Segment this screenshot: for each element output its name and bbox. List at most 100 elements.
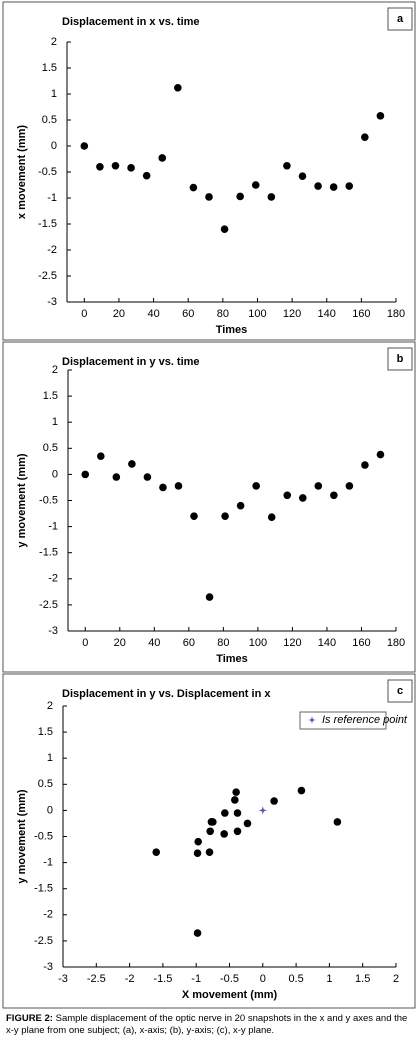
y-tick-label: 1.5: [38, 726, 53, 738]
chart-title: Displacement in y vs. Displacement in x: [62, 688, 271, 700]
y-tick-label: 0: [51, 140, 57, 152]
y-tick-label: -3: [47, 296, 57, 308]
point: [221, 809, 229, 817]
x-tick-label: 180: [387, 308, 405, 320]
point: [174, 482, 183, 490]
x-tick-label: -0.5: [220, 973, 239, 985]
x-tick-label: 0.5: [288, 973, 303, 985]
x-axis-label: X movement (mm): [182, 989, 278, 1001]
y-tick-label: 1: [51, 88, 57, 100]
point: [252, 482, 260, 490]
point: [267, 193, 276, 201]
legend-marker: [308, 716, 316, 724]
caption: FIGURE 2: Sample displacement of the opt…: [6, 1013, 414, 1037]
point: [81, 470, 90, 479]
y-tick-label: 1.5: [42, 62, 57, 74]
point: [159, 483, 167, 492]
panel-label-box: [387, 347, 413, 371]
point: [194, 837, 202, 846]
legend-label: Is reference point: [322, 714, 408, 726]
panel-label: b: [397, 353, 404, 365]
y-tick-label: -0.5: [39, 494, 58, 506]
y-tick-label: -1: [43, 857, 53, 869]
x-tick-label: 80: [217, 637, 229, 649]
y-tick-label: -2.5: [34, 935, 53, 947]
point: [220, 225, 229, 233]
chart-title: Displacement in y vs. time: [62, 356, 200, 368]
x-tick-label: -2: [125, 973, 135, 985]
figure: Displacement in x vs. time a -3 -2.5 -2 -1.5 -…: [2, 1, 416, 1009]
point: [142, 171, 151, 180]
panel-border: [2, 673, 416, 1009]
x-tick-label: 20: [113, 308, 125, 320]
point: [314, 482, 323, 490]
y-tick-label: 2: [52, 364, 58, 376]
y-tick-label: -2: [43, 909, 53, 921]
point: [205, 193, 213, 201]
point: [206, 827, 214, 836]
point: [220, 830, 228, 838]
y-tick-label: -1: [48, 521, 58, 533]
x-tick-label: 1.5: [355, 973, 370, 985]
x-tick-label: 80: [217, 308, 229, 320]
x-axis-label: Times: [216, 324, 248, 336]
y-tick-label: 1: [52, 416, 58, 428]
y-tick-label: -3: [43, 961, 53, 973]
point: [112, 473, 121, 481]
x-tick-label: 140: [318, 308, 336, 320]
point: [267, 513, 276, 522]
y-tick-label: -2: [47, 244, 57, 256]
point: [345, 482, 354, 490]
point: [361, 133, 369, 141]
point: [190, 512, 198, 520]
point: [193, 849, 202, 858]
y-tick-label: -2.5: [39, 599, 58, 611]
point: [333, 818, 342, 826]
x-tick-label: 0: [82, 637, 88, 649]
point: [283, 491, 292, 500]
point: [128, 460, 136, 468]
point: [233, 827, 242, 836]
y-tick-label: -2: [48, 573, 58, 585]
point: [298, 494, 307, 502]
panel-label: a: [397, 13, 404, 25]
point: [174, 83, 182, 92]
y-tick-label: 1.5: [43, 390, 58, 402]
x-tick-label: 100: [249, 637, 267, 649]
panel-border: [2, 341, 416, 673]
point: [330, 491, 338, 500]
y-tick-label: 0.5: [38, 778, 53, 790]
x-tick-label: 160: [352, 637, 370, 649]
point: [80, 142, 89, 150]
point: [232, 788, 240, 796]
point: [297, 786, 306, 795]
point: [361, 461, 369, 469]
point: [96, 163, 104, 171]
y-axis-label: y movement (mm): [16, 789, 28, 883]
point: [314, 182, 322, 190]
y-tick-label: -1.5: [38, 218, 57, 230]
point: [283, 161, 291, 170]
point: [111, 161, 120, 170]
point: [221, 512, 229, 520]
point: [205, 593, 214, 601]
y-axis-label: x movement (mm): [16, 125, 28, 219]
legend-box: [299, 711, 387, 730]
x-tick-label: -1.5: [153, 973, 172, 985]
y-tick-label: 2: [47, 700, 53, 712]
point: [231, 796, 239, 804]
y-tick-label: -0.5: [38, 166, 57, 178]
point: [97, 452, 105, 460]
point: [298, 172, 307, 180]
y-tick-label: -1.5: [34, 883, 53, 895]
point: [152, 848, 161, 856]
panel-label: c: [397, 685, 403, 697]
point: [207, 818, 216, 826]
reference-point: [258, 806, 267, 815]
point: [205, 848, 214, 856]
panel-label-box: [387, 7, 413, 31]
y-tick-label: 0: [52, 468, 58, 480]
x-tick-label: 180: [387, 637, 405, 649]
x-tick-label: 40: [148, 637, 160, 649]
caption-label: FIGURE 2:: [6, 1013, 53, 1024]
